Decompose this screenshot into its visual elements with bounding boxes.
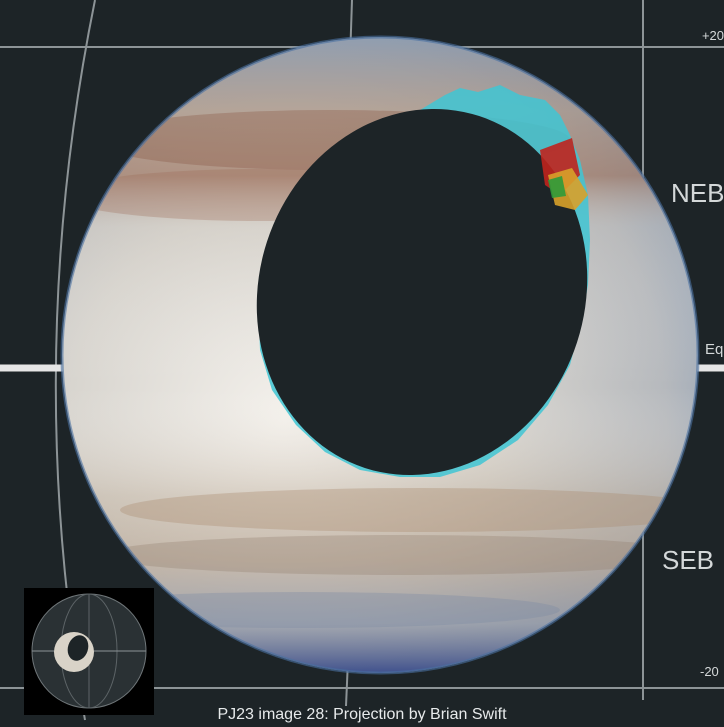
- latitude-label-minus20: -20: [700, 664, 719, 679]
- unimaged-region: [256, 85, 590, 477]
- thumbnail-inset: [24, 588, 154, 715]
- latitude-label-plus20: +20: [701, 28, 724, 43]
- belt-label-seb: SEB: [662, 545, 715, 575]
- thumbnail-globe: [31, 593, 147, 709]
- image-caption: PJ23 image 28: Projection by Brian Swift: [217, 706, 507, 723]
- equator-label: Eq: [705, 341, 724, 358]
- belt-label-neb: NEB: [671, 178, 724, 208]
